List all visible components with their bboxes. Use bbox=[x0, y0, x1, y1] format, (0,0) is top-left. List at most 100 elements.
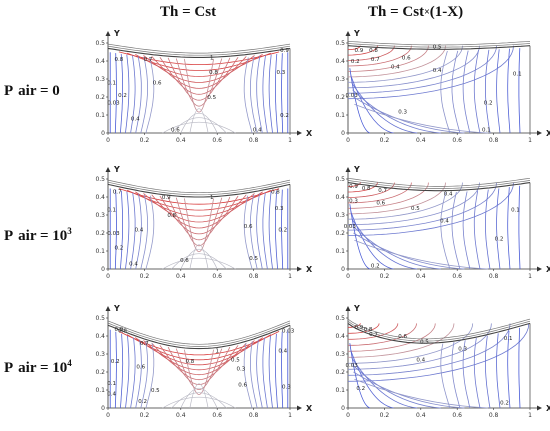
y-tick-label: 0.5 bbox=[95, 40, 105, 47]
x-tick-label: 0.8 bbox=[249, 412, 259, 419]
isotherm-warm bbox=[175, 197, 223, 247]
isotherm-cold bbox=[249, 194, 258, 270]
x-tick-label: 1 bbox=[288, 137, 292, 144]
contour-label: 0.4 bbox=[129, 262, 138, 268]
column-title-linear: Th = Cst×(1-X) bbox=[368, 4, 463, 21]
isotherm-mid bbox=[180, 388, 218, 409]
y-tick-label: 0.4 bbox=[335, 194, 345, 201]
x-tick-label: 0.6 bbox=[452, 412, 462, 419]
contour-label: 0.4 bbox=[444, 191, 453, 197]
y-axis-arrow bbox=[345, 31, 351, 36]
y-tick-label: 0.5 bbox=[335, 176, 345, 183]
isotherm-cold bbox=[243, 195, 253, 270]
isotherm-cold bbox=[518, 327, 521, 409]
contour-label: 0.2 bbox=[138, 399, 147, 405]
contour-label: 0.3 bbox=[282, 384, 291, 390]
isotherm-cold bbox=[440, 192, 451, 270]
y-axis-label: Y bbox=[113, 304, 120, 313]
x-tick-label: 0.4 bbox=[416, 273, 426, 280]
top-wall bbox=[107, 183, 291, 198]
isotherm-cold bbox=[120, 190, 123, 270]
x-tick-label: 0.2 bbox=[140, 137, 150, 144]
isotherm-cold bbox=[350, 75, 394, 134]
contour-label: 0.7 bbox=[144, 57, 153, 63]
top-wall bbox=[347, 318, 531, 340]
column-title-suffix: (1-X) bbox=[429, 4, 464, 20]
contour-label: 0.7 bbox=[113, 190, 122, 196]
contour-label: 1 bbox=[210, 195, 214, 201]
contour-label: 0.8 bbox=[115, 57, 124, 63]
x-tick-label: 1 bbox=[528, 137, 532, 144]
x-tick-label: 0 bbox=[106, 273, 110, 280]
contour-label: 0.5 bbox=[433, 45, 442, 51]
contour-label: 0.8 bbox=[118, 329, 127, 335]
isotherm-cold bbox=[484, 335, 491, 409]
isotherm-cold bbox=[351, 357, 418, 409]
isotherm-cold bbox=[354, 239, 489, 270]
y-tick-label: 0.3 bbox=[95, 351, 105, 358]
contour-label: 0.7 bbox=[378, 188, 387, 194]
x-axis-arrow bbox=[537, 130, 542, 136]
contour-label: 0.1 bbox=[513, 72, 522, 78]
isotherm-curve bbox=[347, 45, 480, 89]
top-wall bbox=[107, 324, 291, 350]
isotherm-warm bbox=[143, 193, 255, 223]
isotherm-cold bbox=[140, 194, 149, 270]
contour-label: 0.4 bbox=[433, 68, 442, 74]
isotherm-curve bbox=[348, 323, 399, 340]
x-tick-label: 0.4 bbox=[416, 412, 426, 419]
isotherm-cold bbox=[125, 191, 130, 270]
isotherm-curve bbox=[348, 182, 429, 209]
x-axis-label: X bbox=[546, 265, 550, 274]
y-tick-label: 0.3 bbox=[335, 212, 345, 219]
isotherm-cold bbox=[473, 190, 481, 270]
x-tick-label: 0 bbox=[346, 412, 350, 419]
y-tick-label: 0.5 bbox=[95, 315, 105, 322]
y-tick-label: 0.5 bbox=[335, 315, 345, 322]
top-wall bbox=[347, 322, 531, 344]
y-tick-label: 0 bbox=[341, 405, 345, 412]
contour-label: 1 bbox=[210, 55, 214, 61]
contour-label: 0.3 bbox=[349, 199, 358, 205]
contour-label: 0.9 bbox=[162, 195, 171, 201]
isotherm-cold bbox=[281, 189, 284, 270]
isotherm-curve bbox=[347, 182, 361, 187]
isotherm-curve bbox=[347, 182, 514, 236]
x-tick-label: 0.4 bbox=[176, 412, 186, 419]
isotherm-warm bbox=[167, 57, 231, 101]
isotherm-cold bbox=[262, 192, 268, 270]
y-tick-label: 0.2 bbox=[335, 94, 345, 101]
contour-label: 0.8 bbox=[209, 70, 218, 76]
isotherm-cold bbox=[351, 218, 418, 270]
x-tick-label: 0.4 bbox=[176, 137, 186, 144]
x-axis-label: X bbox=[306, 404, 313, 413]
contour-label: 0.8 bbox=[369, 48, 378, 54]
contour-label: 0.03 bbox=[346, 93, 359, 99]
isotherm-warm bbox=[118, 51, 280, 66]
isotherm-cold bbox=[462, 50, 471, 134]
isotherm-cold bbox=[518, 185, 521, 270]
contour-panel-r1c2: XY0 0.2 0.4 0.6 0.8 100.10.20.30.40.50.9 0.80.… bbox=[335, 29, 550, 144]
isotherm-mid bbox=[171, 117, 227, 134]
y-tick-label: 0.4 bbox=[95, 194, 105, 201]
x-axis-arrow bbox=[297, 130, 302, 136]
isotherm-warm bbox=[159, 195, 239, 235]
column-title-constant: Th = Cst bbox=[160, 4, 216, 21]
contour-label: 0.3 bbox=[458, 347, 467, 353]
x-tick-label: 1 bbox=[288, 273, 292, 280]
y-axis-label: Y bbox=[353, 165, 360, 174]
contour-label: 0.5 bbox=[249, 256, 258, 262]
y-tick-label: 0 bbox=[101, 266, 105, 273]
top-wall bbox=[107, 179, 291, 194]
x-axis-arrow bbox=[537, 405, 542, 411]
y-axis-label: Y bbox=[353, 304, 360, 313]
isotherm-cold bbox=[135, 56, 142, 134]
isotherm-cold bbox=[349, 204, 371, 270]
isotherm-curve bbox=[347, 182, 497, 231]
x-tick-label: 1 bbox=[288, 412, 292, 419]
isotherm-warm bbox=[184, 198, 214, 253]
x-tick-label: 0.6 bbox=[452, 137, 462, 144]
y-axis-arrow bbox=[345, 306, 351, 311]
y-tick-label: 0.2 bbox=[95, 94, 105, 101]
